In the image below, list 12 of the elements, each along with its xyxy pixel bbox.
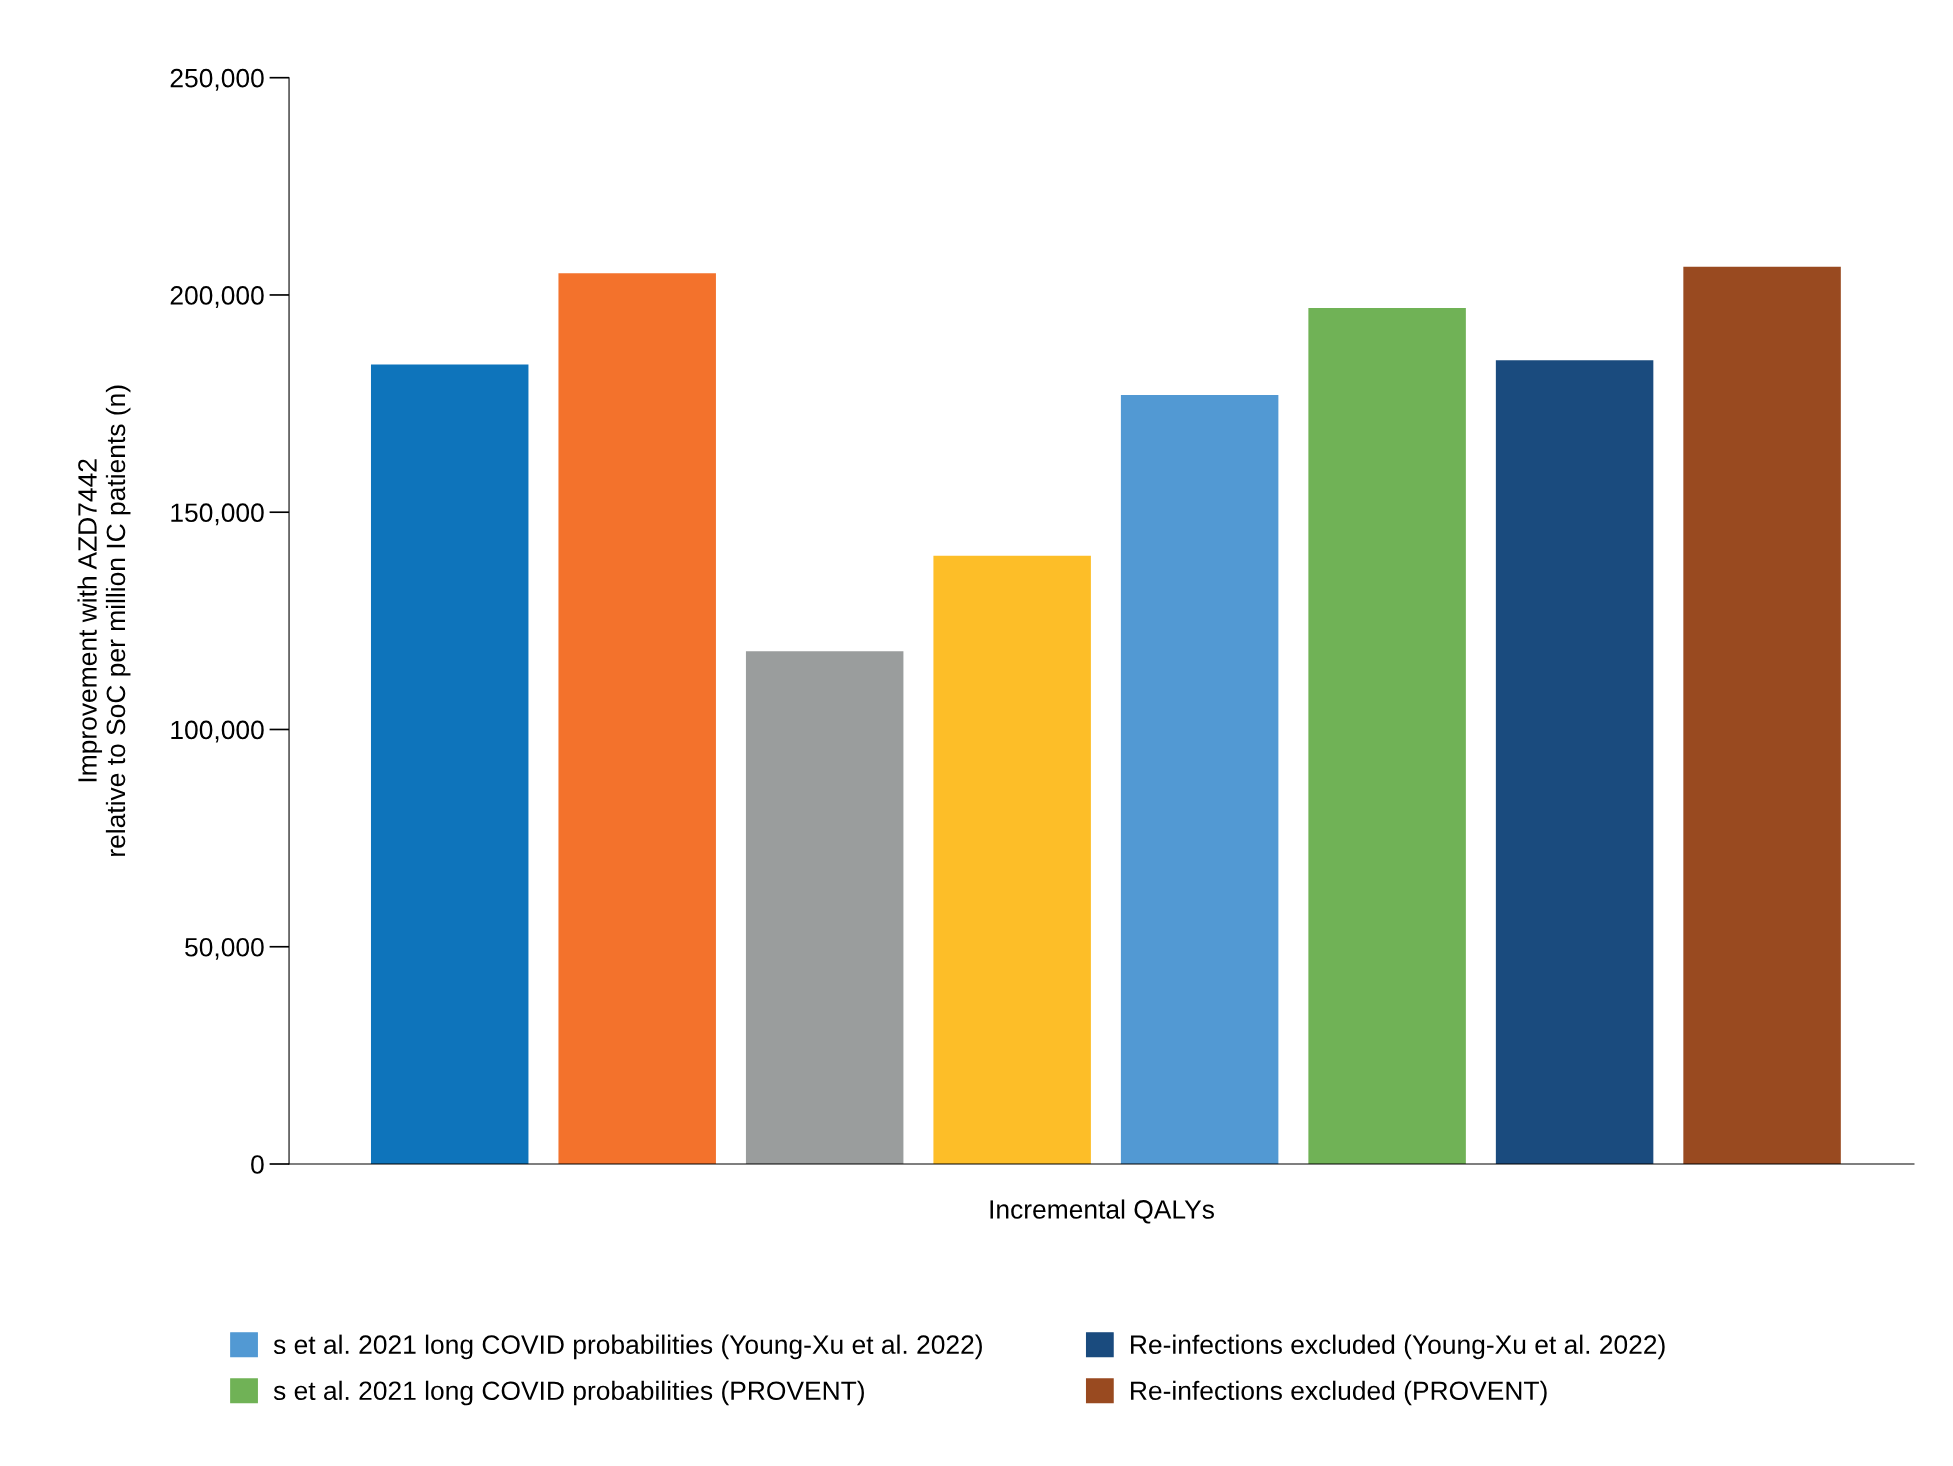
y-tick-label: 250,000 bbox=[170, 68, 264, 91]
y-tick-label: 150,000 bbox=[171, 503, 264, 526]
y-tick-label: 0 bbox=[251, 1155, 264, 1174]
y-tick-label: 50,000 bbox=[185, 937, 264, 960]
y-axis-title: Improvement with AZD7442 relative to SoC per million IC patients (n) bbox=[77, 385, 131, 856]
legend-label: Re-infections excluded (PROVENT) bbox=[1131, 1380, 1547, 1406]
x-axis-title: Incremental QALYs bbox=[990, 1199, 1214, 1224]
legend-label: s et al. 2021 long COVID probabilities (Young-Xu et al. 2022) bbox=[273, 1334, 982, 1360]
legend-label: s et al. 2021 long COVID probabilities (PROVENT) bbox=[273, 1380, 864, 1406]
y-tick-label: 200,000 bbox=[170, 286, 264, 308]
y-tick-label: 100,000 bbox=[171, 720, 264, 743]
legend-label: Re-infections excluded (Young-Xu et al. 2022) bbox=[1131, 1334, 1665, 1360]
